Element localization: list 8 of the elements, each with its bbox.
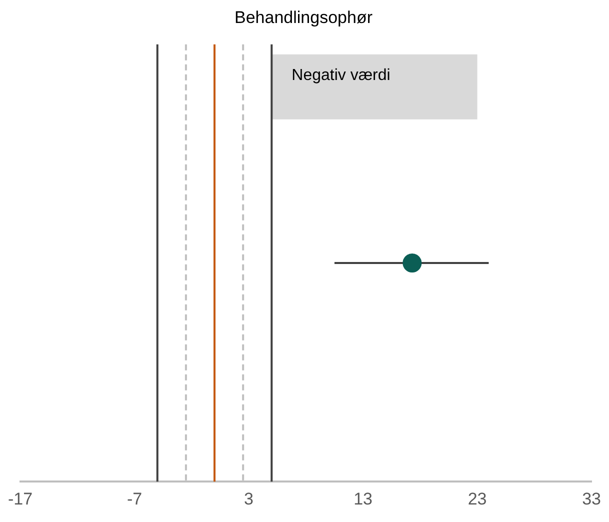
x-tick-label: 23 <box>468 489 487 508</box>
chart-title: Behandlingsophør <box>234 8 373 27</box>
x-tick-label: -17 <box>8 489 33 508</box>
x-tick-label: 3 <box>244 489 254 508</box>
band-label: Negativ værdi <box>292 66 390 84</box>
x-tick-label: -7 <box>126 489 142 508</box>
x-tick-label: 13 <box>354 489 372 508</box>
x-tick-label: 33 <box>582 489 602 508</box>
